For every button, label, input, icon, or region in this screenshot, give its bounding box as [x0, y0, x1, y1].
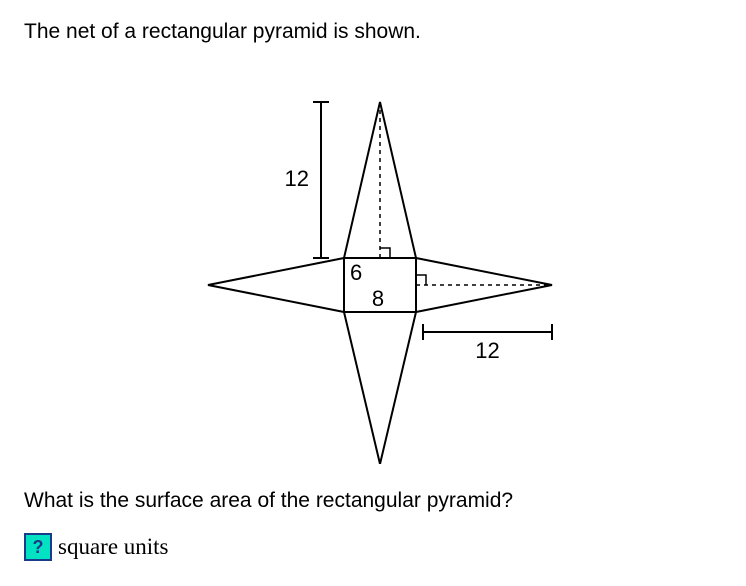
net-diagram: 12 12 68 — [163, 64, 583, 469]
answer-row: ? square units — [24, 533, 722, 561]
svg-text:6: 6 — [350, 260, 362, 285]
units-label: square units — [58, 534, 169, 560]
svg-text:12: 12 — [475, 338, 499, 363]
answer-input-box[interactable]: ? — [24, 533, 52, 561]
svg-text:12: 12 — [285, 166, 309, 191]
question-text: The net of a rectangular pyramid is show… — [24, 20, 722, 44]
net-svg: 12 12 68 — [163, 64, 583, 464]
prompt-text: What is the surface area of the rectangu… — [24, 489, 722, 513]
svg-text:8: 8 — [372, 286, 384, 311]
